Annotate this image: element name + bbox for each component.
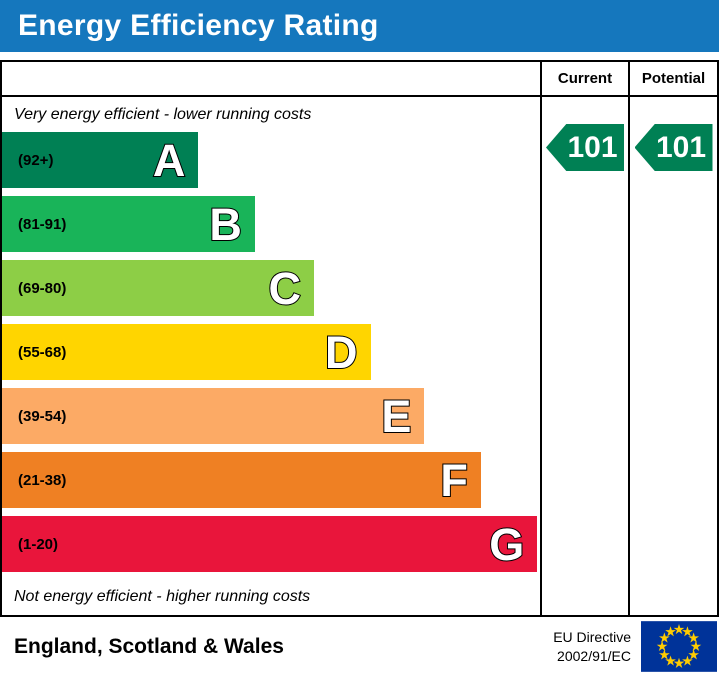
chart-header-row: Current Potential bbox=[2, 62, 717, 97]
chart-head-spacer bbox=[2, 62, 540, 95]
band-range-label: (21-38) bbox=[18, 471, 67, 489]
page-title: Energy Efficiency Rating bbox=[18, 9, 379, 42]
footer-region-label: England, Scotland & Wales bbox=[14, 634, 284, 658]
energy-efficiency-chart: Current Potential Very energy efficient … bbox=[0, 60, 719, 617]
band-letter: D bbox=[324, 326, 358, 378]
current-rating-arrow: 101 bbox=[546, 124, 624, 171]
band-letter: C bbox=[268, 262, 302, 314]
band-letter: B bbox=[208, 198, 242, 250]
band-range-label: (1-20) bbox=[18, 535, 59, 553]
potential-rating-cell: 101 bbox=[628, 97, 717, 615]
band-range-label: (81-91) bbox=[18, 215, 67, 233]
current-column-header: Current bbox=[540, 62, 628, 95]
band-range-label: (69-80) bbox=[18, 279, 67, 297]
current-rating-cell: 101 bbox=[540, 97, 628, 615]
band-letter: G bbox=[488, 518, 525, 570]
band-row-d: (55-68) D bbox=[2, 324, 371, 380]
eu-directive-line1: EU Directive bbox=[553, 629, 631, 646]
band-row-e: (39-54) E bbox=[2, 388, 425, 444]
band-row-a: (92+) A bbox=[2, 132, 199, 188]
top-caption: Very energy efficient - lower running co… bbox=[14, 106, 312, 123]
potential-rating-arrow: 101 bbox=[634, 124, 713, 171]
potential-column-header: Potential bbox=[628, 62, 717, 95]
eu-directive-text: EU Directive 2002/91/EC bbox=[553, 628, 631, 664]
band-range-label: (92+) bbox=[18, 151, 54, 169]
band-letter: A bbox=[152, 134, 186, 186]
title-bar: Energy Efficiency Rating bbox=[0, 0, 719, 52]
chart-body: Very energy efficient - lower running co… bbox=[2, 97, 717, 615]
band-row-b: (81-91) B bbox=[2, 196, 255, 252]
footer: England, Scotland & Wales EU Directive 2… bbox=[0, 617, 719, 676]
band-range-label: (55-68) bbox=[18, 343, 67, 361]
eu-directive-line2: 2002/91/EC bbox=[557, 647, 631, 664]
eu-flag-icon bbox=[641, 621, 717, 672]
band-letter: E bbox=[380, 390, 412, 442]
bands-area: Very energy efficient - lower running co… bbox=[2, 97, 540, 615]
band-row-f: (21-38) F bbox=[2, 452, 481, 508]
band-letter: F bbox=[439, 454, 468, 506]
bottom-caption: Not energy efficient - higher running co… bbox=[14, 588, 311, 605]
band-range-label: (39-54) bbox=[18, 407, 67, 425]
band-row-c: (69-80) C bbox=[2, 260, 315, 316]
band-row-g: (1-20) G bbox=[2, 516, 538, 572]
